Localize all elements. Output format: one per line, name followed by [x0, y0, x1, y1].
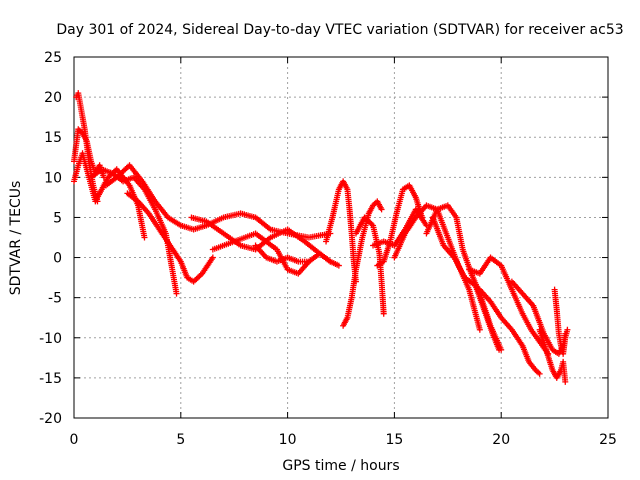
- data-point: [564, 326, 571, 333]
- y-tick-label: -20: [39, 411, 62, 427]
- y-tick-label: 15: [44, 130, 62, 146]
- axis-ticks: 0 5 10 15 20 25 -20 -15 -10 -5 0 5 10 15 20 25: [39, 50, 617, 448]
- y-axis-label: SDTVAR / TECUs: [8, 181, 24, 296]
- y-tick-label: 25: [44, 50, 62, 66]
- y-tick-label: 5: [53, 210, 62, 226]
- data-point: [380, 310, 387, 317]
- y-tick-label: 20: [44, 90, 62, 106]
- data-point: [536, 370, 543, 377]
- y-tick-label: -5: [48, 291, 62, 307]
- data-point: [173, 290, 180, 297]
- y-tick-label: 10: [44, 170, 62, 186]
- data-point: [327, 258, 334, 265]
- data-point: [141, 234, 148, 241]
- x-tick-label: 10: [279, 432, 297, 448]
- data-point: [476, 326, 483, 333]
- data-point: [305, 258, 312, 265]
- data-point: [94, 198, 101, 205]
- y-tick-label: -10: [39, 331, 62, 347]
- y-tick-label: 0: [53, 251, 62, 267]
- x-tick-label: 15: [385, 432, 403, 448]
- data-point: [378, 206, 385, 213]
- data-point: [335, 262, 342, 269]
- data-point: [209, 254, 216, 261]
- plot-frame: [73, 56, 609, 419]
- data-point: [562, 378, 569, 385]
- x-tick-label: 0: [70, 432, 79, 448]
- data-point: [100, 174, 107, 181]
- data-points: [71, 90, 571, 385]
- chart-title: Day 301 of 2024, Sidereal Day-to-day VTE…: [56, 22, 623, 38]
- x-tick-label: 20: [492, 432, 510, 448]
- x-axis-label: GPS time / hours: [282, 458, 399, 474]
- x-tick-label: 5: [176, 432, 185, 448]
- data-point: [496, 346, 503, 353]
- x-tick-label: 25: [599, 432, 617, 448]
- y-tick-label: -15: [39, 371, 62, 387]
